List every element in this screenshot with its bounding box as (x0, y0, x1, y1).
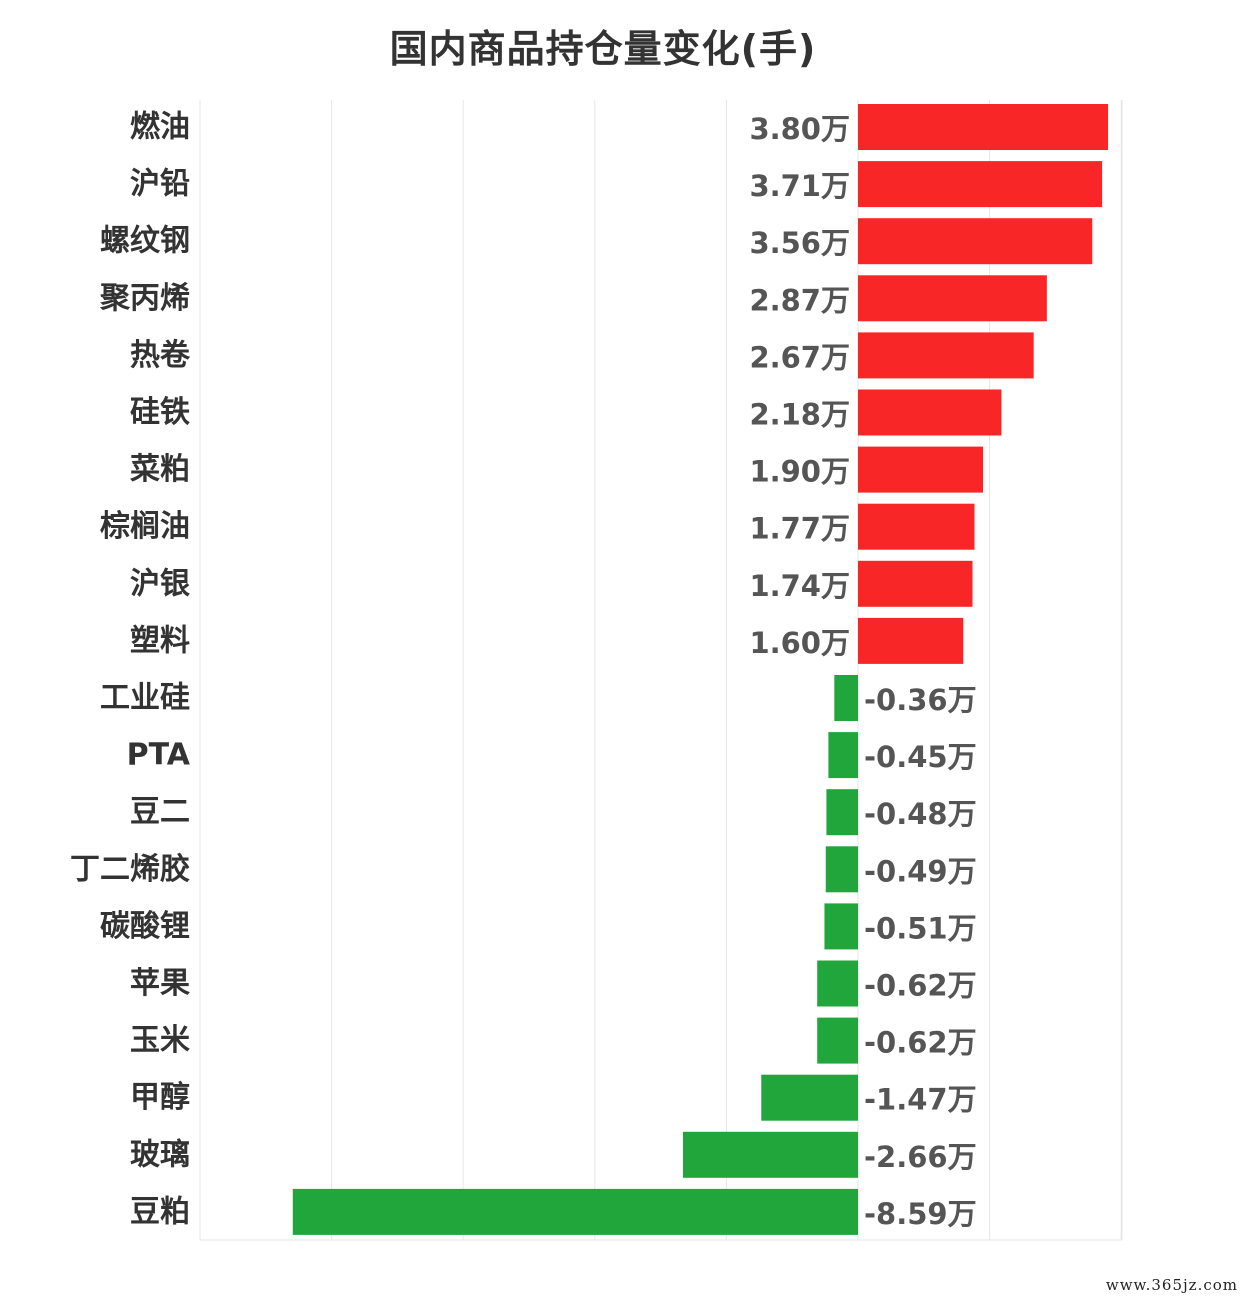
category-label: 沪银 (130, 566, 190, 601)
category-label: 棕榈油 (100, 509, 190, 544)
value-label: 2.18万 (749, 398, 850, 432)
category-label: 硅铁 (130, 395, 190, 430)
value-label: 3.80万 (749, 112, 850, 146)
value-label: 1.60万 (749, 626, 850, 660)
bar (761, 1074, 858, 1121)
value-label: -2.66万 (864, 1140, 977, 1174)
category-label: 螺纹钢 (100, 224, 190, 259)
bar (292, 1188, 858, 1235)
category-label: 沪铅 (130, 167, 190, 202)
category-label: 苹果 (130, 966, 190, 1001)
category-label: 丁二烯胶 (70, 852, 190, 887)
category-label: 碳酸锂 (100, 909, 190, 944)
value-label: -8.59万 (864, 1197, 977, 1231)
value-label: 3.56万 (749, 226, 850, 260)
watermark: www.365jz.com (1105, 1276, 1238, 1294)
bar (828, 732, 858, 779)
category-label: 甲醇 (130, 1080, 190, 1115)
value-label: -0.48万 (864, 797, 977, 831)
bar (834, 675, 858, 721)
value-label: -0.36万 (864, 683, 977, 717)
value-label: 1.77万 (749, 512, 850, 546)
category-label: 工业硅 (100, 681, 190, 716)
value-label: -1.47万 (864, 1083, 977, 1117)
value-label: -0.51万 (864, 911, 977, 945)
bar (858, 275, 1047, 322)
bar (817, 960, 858, 1007)
value-label: -0.45万 (864, 740, 977, 774)
bars (292, 104, 1109, 1235)
value-label: 3.71万 (749, 169, 850, 203)
value-label: -0.62万 (864, 1026, 977, 1060)
category-label: PTA (127, 738, 191, 773)
value-label: 2.67万 (749, 340, 850, 374)
bar (858, 161, 1103, 208)
value-label: 2.87万 (749, 283, 850, 317)
bar (858, 332, 1034, 379)
value-label: 1.74万 (749, 569, 850, 603)
category-label: 菜粕 (130, 452, 190, 487)
bar (858, 446, 984, 493)
category-label: 玻璃 (130, 1137, 190, 1172)
bar (682, 1131, 858, 1178)
bar (825, 846, 858, 893)
bar (817, 1017, 858, 1064)
chart-title: 国内商品持仓量变化(手) (389, 27, 817, 71)
bar (858, 389, 1002, 436)
value-label: -0.62万 (864, 969, 977, 1003)
bar (858, 218, 1093, 265)
bar (858, 104, 1109, 150)
category-label: 聚丙烯 (99, 281, 190, 316)
category-label: 塑料 (130, 623, 190, 658)
bar (824, 903, 858, 950)
bar (826, 789, 858, 836)
grid-lines (199, 100, 1123, 1241)
value-labels: 3.80万 3.71万 3.56万 2.87万 2.67万 2.18万 1.90万 1.77万… (749, 112, 976, 1231)
category-label: 热卷 (130, 338, 191, 373)
bar (858, 503, 975, 550)
value-label: -0.49万 (864, 854, 977, 888)
bar (858, 617, 964, 664)
value-label: 1.90万 (749, 455, 850, 489)
category-label: 豆二 (130, 795, 190, 830)
bar (858, 560, 973, 607)
category-label: 燃油 (130, 110, 190, 145)
category-label: 豆粕 (130, 1194, 190, 1229)
category-label: 玉米 (130, 1023, 190, 1058)
